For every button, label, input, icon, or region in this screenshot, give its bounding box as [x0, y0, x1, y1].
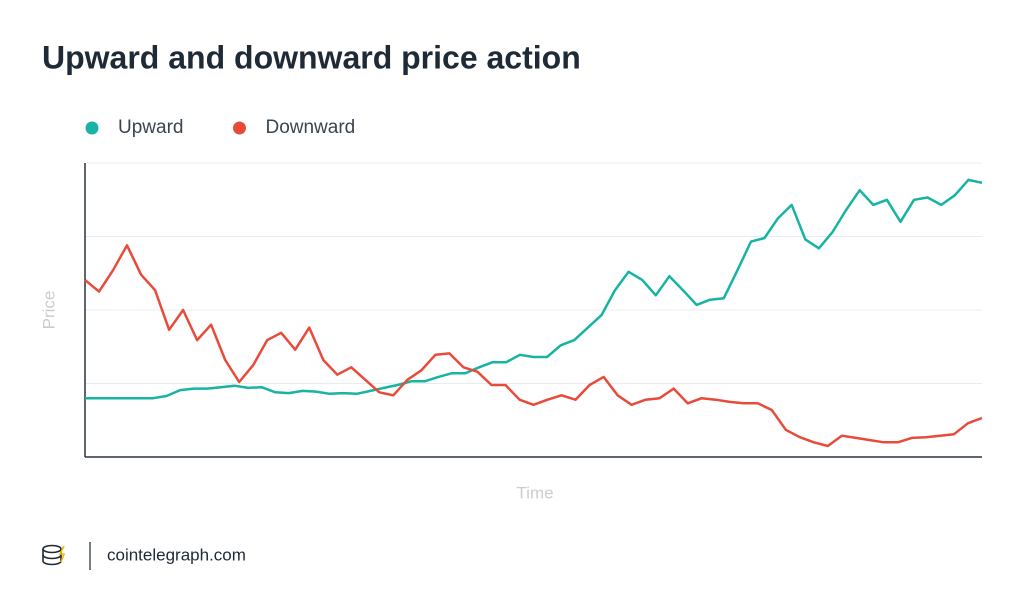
- chart-title: Upward and downward price action: [42, 39, 581, 75]
- legend-label: Upward: [118, 117, 183, 138]
- source-logo: [42, 544, 66, 566]
- legend-marker: [85, 121, 99, 135]
- source: cointelegraph.com: [107, 545, 246, 564]
- line-series: [84, 244, 983, 448]
- x-axis-label: Time: [516, 483, 553, 502]
- legend-label: Downward: [265, 117, 355, 138]
- line-series: [85, 178, 983, 400]
- legend-marker: [232, 121, 246, 135]
- y-axis-label: Price: [39, 291, 58, 330]
